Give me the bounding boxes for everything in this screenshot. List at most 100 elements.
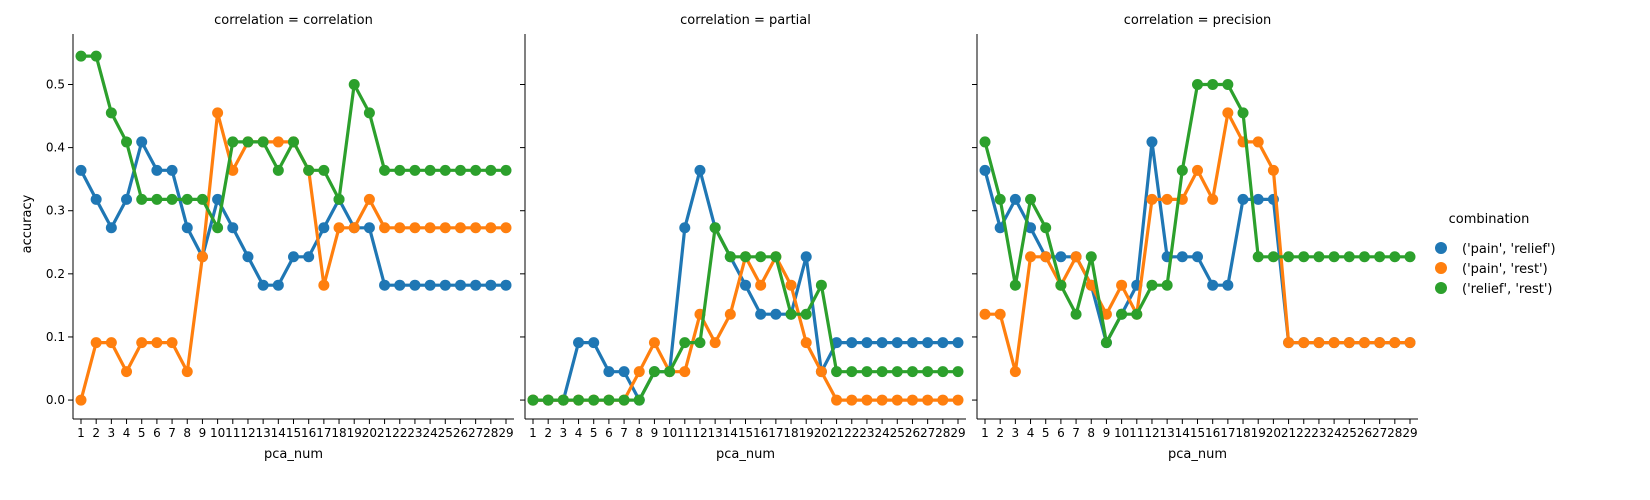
data-point [815,279,827,291]
data-point [333,193,345,205]
data-point [1313,251,1325,263]
data-point [242,136,254,148]
data-point [1207,279,1219,291]
x-tick-label: 19 [1251,426,1266,440]
data-point [542,394,554,406]
data-point [846,366,858,378]
data-point [785,279,797,291]
data-point [272,279,284,291]
data-point [151,337,163,349]
panel-title: correlation = precision [1124,13,1272,28]
data-point [755,251,767,263]
legend-label: ('pain', 'rest') [1462,262,1548,277]
x-tick-label: 20 [814,426,829,440]
data-point [1040,251,1052,263]
data-point [485,279,497,291]
x-tick-label: 3 [560,426,568,440]
data-point [1009,366,1021,378]
series-3 [527,222,964,406]
data-point [922,366,934,378]
data-point [573,394,585,406]
data-point [846,394,858,406]
data-point [800,251,812,263]
data-point [1192,164,1203,176]
data-point [363,107,375,119]
data-point [394,222,406,234]
data-point [861,337,873,349]
data-point [181,366,193,378]
data-point [454,164,466,176]
legend-marker [1435,242,1447,254]
data-point [470,222,482,234]
x-tick-label: 7 [620,426,628,440]
data-point [1374,251,1386,263]
data-point [1328,251,1340,263]
legend-item: ('relief', 'rest') [1435,282,1553,297]
x-tick-label: 17 [316,426,331,440]
data-point [1176,251,1188,263]
data-point [439,164,451,176]
data-point [846,337,858,349]
data-point [439,222,451,234]
y-tick-label: 0.2 [46,267,65,281]
data-point [454,279,466,291]
data-point [1025,193,1037,205]
panel-1: correlation = correlation 0.0 0.1 0.2 0.3 0.4… [46,13,514,462]
data-point [409,279,421,291]
series-line [533,255,958,402]
x-tick-label: 24 [1326,426,1341,440]
data-point [1389,251,1401,263]
x-tick-label: 14 [1175,426,1190,440]
data-point [394,164,406,176]
data-point [485,164,497,176]
x-tick-label: 19 [799,426,814,440]
data-point [227,164,239,176]
x-tick-label: 16 [753,426,768,440]
data-point [288,136,299,148]
data-point [679,366,691,378]
x-tick-label: 28 [483,426,498,440]
data-point [424,164,436,176]
data-point [500,222,512,234]
x-tick-label: 29 [1402,426,1417,440]
x-tick-label: 18 [1235,426,1250,440]
data-point [1100,308,1112,320]
data-point [121,193,133,205]
panel-title: correlation = partial [680,13,811,28]
data-point [136,193,148,205]
data-point [994,308,1006,320]
data-point [1116,279,1128,291]
data-point [1328,337,1340,349]
data-point [979,164,991,176]
data-point [288,251,299,263]
data-point [333,222,345,234]
x-axis-label: pca_num [1168,447,1227,462]
data-point [454,222,466,234]
x-tick-label: 3 [108,426,116,440]
data-point [618,394,630,406]
data-point [90,50,102,62]
data-point [906,366,918,378]
data-point [1100,337,1112,349]
data-point [891,366,903,378]
data-point [1313,337,1325,349]
data-point [227,222,239,234]
x-tick-label: 3 [1012,426,1020,440]
legend-marker [1435,282,1447,294]
data-point [90,193,102,205]
data-point [573,337,585,349]
data-point [1343,337,1355,349]
data-point [861,394,873,406]
data-point [136,337,148,349]
x-tick-label: 5 [1042,426,1050,440]
data-point [348,222,360,234]
x-tick-label: 15 [1190,426,1205,440]
x-tick-label: 11 [677,426,692,440]
data-point [363,222,375,234]
data-point [1298,251,1310,263]
data-point [1267,251,1279,263]
data-point [303,164,315,176]
x-tick-label: 26 [1357,426,1372,440]
x-tick-label: 16 [301,426,316,440]
